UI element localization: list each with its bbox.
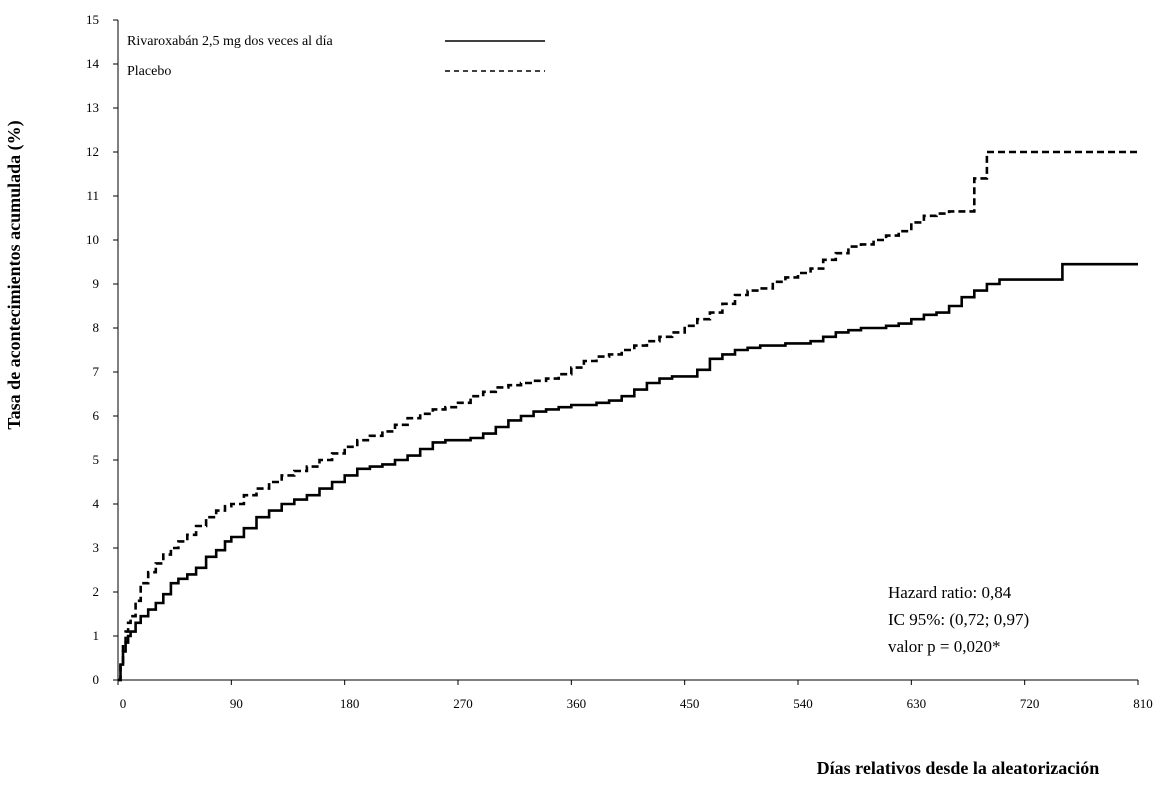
y-tick-label: 9	[93, 276, 100, 291]
x-tick-label: 90	[230, 696, 243, 711]
legend: Rivaroxabán 2,5 mg dos veces al día Place…	[127, 34, 545, 79]
y-tick-label: 12	[86, 144, 99, 159]
x-tick-label: 360	[567, 696, 587, 711]
y-tick-label: 3	[93, 540, 100, 555]
x-tick-label: 810	[1133, 696, 1153, 711]
x-tick-label: 720	[1020, 696, 1040, 711]
y-tick-label: 2	[93, 584, 100, 599]
y-tick-label: 13	[86, 100, 99, 115]
x-tick-label: 540	[793, 696, 813, 711]
stats-annotation: valor p = 0,020*	[888, 637, 1001, 656]
x-axis-title: Días relativos desde la aleatorización	[817, 758, 1100, 778]
y-tick-label: 6	[93, 408, 100, 423]
series-line-rivaroxaban	[118, 262, 1138, 682]
y-tick-label: 15	[86, 12, 99, 27]
y-tick-label: 0	[93, 672, 100, 687]
series-group	[118, 150, 1138, 682]
y-tick-label: 7	[93, 364, 100, 379]
x-tick-label: 0	[120, 696, 127, 711]
legend-entry-label: Rivaroxabán 2,5 mg dos veces al día	[127, 34, 333, 49]
y-tick-label: 10	[86, 232, 99, 247]
x-tick-label: 450	[680, 696, 700, 711]
legend-entry-label: Placebo	[127, 64, 171, 79]
y-tick-label: 1	[93, 628, 100, 643]
y-axis-title: Tasa de acontecimientos acumulada (%)	[4, 120, 25, 429]
y-tick-label: 5	[93, 452, 100, 467]
annotations: Hazard ratio: 0,84 IC 95%: (0,72; 0,97) va…	[888, 583, 1029, 656]
x-tick-label: 180	[340, 696, 360, 711]
y-tick-label: 4	[93, 496, 100, 511]
x-tick-label: 630	[907, 696, 927, 711]
y-tick-label: 8	[93, 320, 100, 335]
y-tick-label: 11	[86, 188, 99, 203]
stats-annotation: IC 95%: (0,72; 0,97)	[888, 610, 1029, 629]
y-tick-label: 14	[86, 56, 100, 71]
x-tick-label: 270	[453, 696, 473, 711]
stats-annotation: Hazard ratio: 0,84	[888, 583, 1012, 602]
